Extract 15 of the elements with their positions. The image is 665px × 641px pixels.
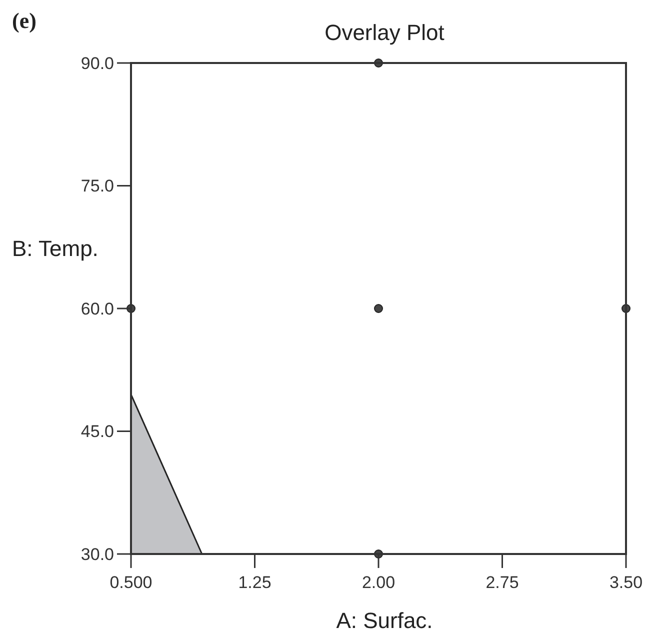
y-tick-label: 60.0 (80, 299, 114, 318)
y-tick-label: 75.0 (80, 176, 114, 196)
x-tick-label: 3.50 (609, 573, 643, 592)
y-tick-label: 45.0 (80, 422, 114, 442)
x-tick-label: 2.75 (486, 573, 519, 592)
x-tick-label: 1.25 (238, 573, 272, 592)
x-tick-label: 0.500 (110, 573, 152, 592)
x-axis-title: A: Surfac. (336, 608, 433, 633)
chart-title: Overlay Plot (324, 20, 444, 45)
y-tick-label: 30.0 (80, 544, 114, 564)
x-tick-label: 2.00 (362, 573, 396, 592)
y-tick-label: 90.0 (80, 54, 114, 73)
y-axis-title: B: Temp. (12, 236, 98, 261)
text: (e) (12, 8, 36, 33)
point (374, 304, 383, 313)
